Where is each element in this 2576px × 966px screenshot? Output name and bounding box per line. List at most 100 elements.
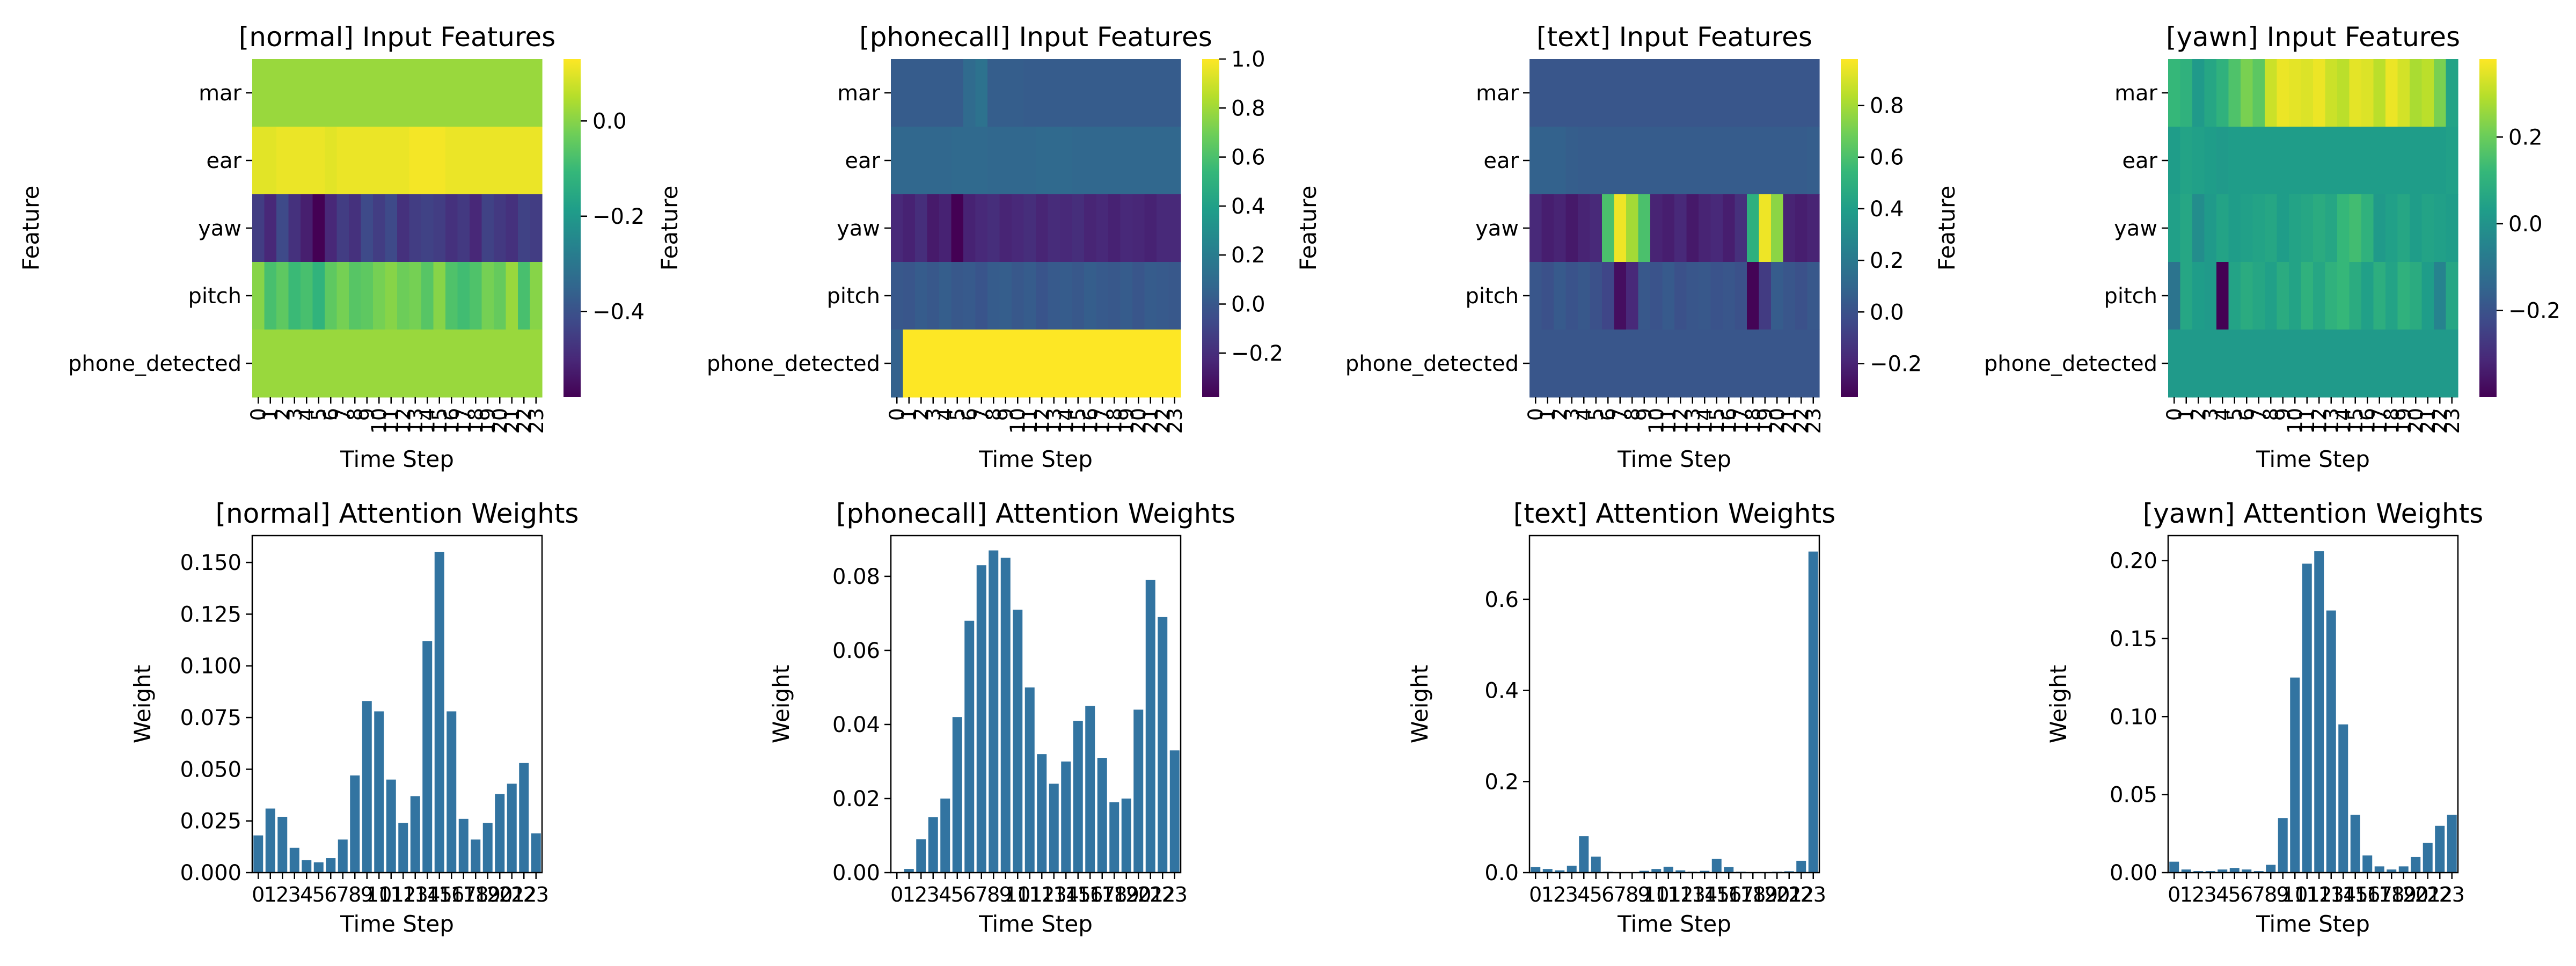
bar [362,701,372,873]
heatmap-cell [2301,194,2314,262]
heatmap-cell [470,194,482,262]
bar [2218,869,2228,873]
heatmap-cell [1590,262,1602,330]
y-tick-label: 0.2 [1484,770,1519,794]
bar [2205,871,2215,873]
heatmap-cell [999,127,1012,195]
x-tick-label: 19 [1114,883,1139,906]
heatmap-cell [1747,262,1760,330]
heatmap-cell [2289,59,2302,127]
bar [1097,758,1107,873]
bar [1531,867,1541,873]
bar [2290,677,2300,873]
bar [1542,869,1553,873]
heatmap-cell [1157,127,1169,195]
heatmap-cell [1710,194,1723,262]
y-axis-label: Weight [2045,665,2072,743]
y-tick-label: 0.6 [1484,588,1519,612]
x-tick-label: 22 [512,408,536,434]
heatmap-cell [2337,194,2350,262]
x-tick-label: 18 [1101,883,1127,906]
x-tick-label: 2 [276,883,289,906]
heatmap-cell [1735,194,1747,262]
x-tick-label: 14 [1692,883,1717,906]
heatmap-cell [397,194,410,262]
heatmap-cell [1084,330,1097,398]
x-axis-label: Time Step [340,446,454,472]
bar [519,763,529,873]
bar [952,717,962,873]
heatmap-cell [421,59,434,127]
heatmap-cell [2385,330,2398,398]
x-tick-label: 19 [1115,408,1138,434]
heatmap-cell [1012,59,1024,127]
heatmap-cell [987,59,1000,127]
x-tick-label: 10 [366,883,392,906]
x-tick-label: 12 [1668,408,1692,434]
x-tick-label: 17 [2367,883,2392,906]
heatmap-cell [1132,194,1145,262]
heatmap-cell [1710,262,1723,330]
x-tick-label: 15 [1066,408,1090,434]
heatmap-cell [457,59,470,127]
y-tick-label: phone_detected [68,352,241,376]
heatmap-cell [1771,330,1784,398]
heatmap-cell [1012,262,1024,330]
heatmap-cell [373,262,386,330]
bar [1024,687,1035,873]
x-tick-label: 18 [2379,883,2404,906]
heatmap-cell [1168,127,1181,195]
heatmap-cell [301,262,313,330]
heatmap-cell [1554,194,1567,262]
heatmap-cell [2192,59,2205,127]
heatmap-cell [951,194,964,262]
x-tick-label: 18 [1102,408,1126,434]
heatmap-cell [506,127,518,195]
y-tick-label: mar [199,81,241,106]
heatmap-cell [1626,127,1639,195]
heatmap-cell [481,59,494,127]
x-tick-label: 4 [1572,408,1596,421]
colorbar-tick-label: 0.0 [2508,212,2543,237]
x-tick-label: 11 [1017,883,1043,906]
x-tick-label: 8 [2259,408,2282,421]
heatmap-cell [2168,262,2181,330]
x-tick-label: 5 [951,883,964,906]
heatmap-cell [385,262,398,330]
y-tick-label: 0.05 [2110,783,2157,808]
heatmap-cell [1132,330,1145,398]
y-axis-label: Weight [1407,665,1433,743]
heatmap-cell [2168,127,2181,195]
x-tick-label: 2 [914,883,927,906]
x-axis-label: Time Step [2256,446,2370,472]
heatmap-cell [963,127,976,195]
bar [2362,855,2373,873]
heatmap-cell [1747,330,1760,398]
bar [1651,869,1662,873]
heatmap-cell [2228,330,2241,398]
heatmap-cell [288,59,301,127]
heatmap-cell [264,59,277,127]
y-tick-label: phone_detected [1984,352,2157,376]
x-tick-label: 1 [259,408,282,421]
heatmap-cell [2410,330,2423,398]
heatmap-cell [1710,59,1723,127]
bar [350,775,360,873]
heatmap-cell [2313,330,2326,398]
plot-frame [1528,535,1820,874]
x-tick-label: 9 [999,883,1012,906]
x-tick-label: 11 [1657,408,1680,434]
heatmap-cell [276,127,289,195]
bar [2435,825,2445,873]
x-tick-label: 21 [2416,408,2440,434]
heatmap-cell [1807,262,1820,330]
x-tick-label: 4 [939,883,952,906]
x-axis-label: Time Step [2256,911,2370,937]
heatmap-cell [2265,262,2278,330]
heatmap-cell [891,262,904,330]
x-tick-label: 16 [1716,883,1741,906]
heatmap-cell [1638,262,1651,330]
x-tick-label: 20 [2403,883,2428,906]
heatmap-cell [1747,59,1760,127]
x-tick-label: 2 [2192,883,2205,906]
